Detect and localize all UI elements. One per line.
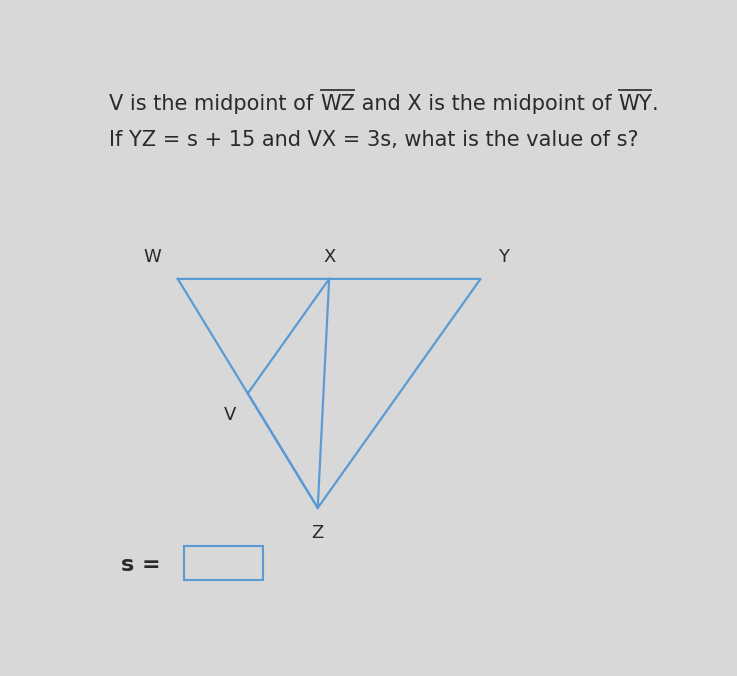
Text: V: V — [224, 406, 237, 425]
Text: .: . — [652, 94, 658, 114]
Text: WZ: WZ — [320, 94, 355, 114]
Bar — [184, 546, 264, 580]
Text: Y: Y — [497, 248, 509, 266]
Text: WY: WY — [618, 94, 652, 114]
Text: W: W — [143, 248, 161, 266]
Text: s =: s = — [121, 555, 161, 575]
Text: and X is the midpoint of: and X is the midpoint of — [355, 94, 618, 114]
Text: If YZ = s + 15 and VX = 3s, what is the value of s?: If YZ = s + 15 and VX = 3s, what is the … — [109, 130, 639, 150]
Text: Z: Z — [312, 523, 324, 541]
Text: X: X — [323, 248, 335, 266]
Text: V is the midpoint of: V is the midpoint of — [109, 94, 320, 114]
